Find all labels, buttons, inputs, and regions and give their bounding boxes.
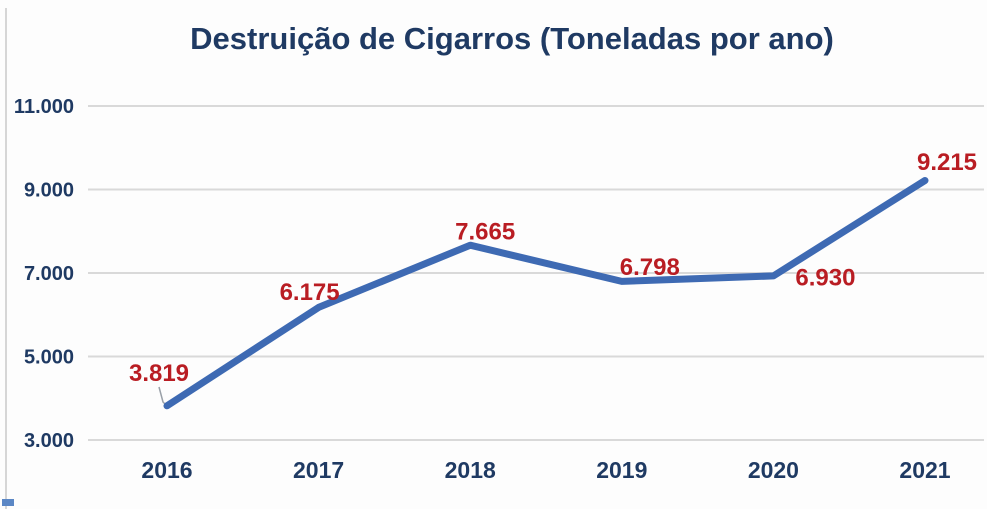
x-axis-tick-label: 2019 — [596, 457, 647, 483]
data-label: 6.175 — [280, 279, 340, 306]
chart-title: Destruição de Cigarros (Toneladas por an… — [190, 21, 834, 56]
data-line — [163, 177, 929, 410]
y-axis-tick-label: 9.000 — [24, 180, 74, 202]
y-axis-tick-label: 3.000 — [24, 430, 74, 452]
cropped-border-fragment — [2, 499, 14, 506]
y-axis-tick-label: 5.000 — [24, 347, 74, 369]
x-axis-tick-label: 2017 — [293, 457, 344, 483]
data-label: 6.798 — [620, 254, 680, 281]
x-axis-tick-label: 2021 — [899, 457, 950, 483]
data-label: 6.930 — [795, 264, 855, 291]
x-axis-tick-label: 2020 — [748, 457, 799, 483]
data-label: 7.665 — [455, 219, 515, 246]
x-axis-tick-label: 2018 — [445, 457, 496, 483]
data-label: 9.215 — [917, 149, 977, 176]
x-axis-tick-label: 2016 — [141, 457, 192, 483]
y-axis-tick-label: 11.000 — [14, 96, 74, 118]
y-axis-tick-label: 7.000 — [24, 263, 74, 285]
data-label: 3.819 — [129, 360, 189, 387]
